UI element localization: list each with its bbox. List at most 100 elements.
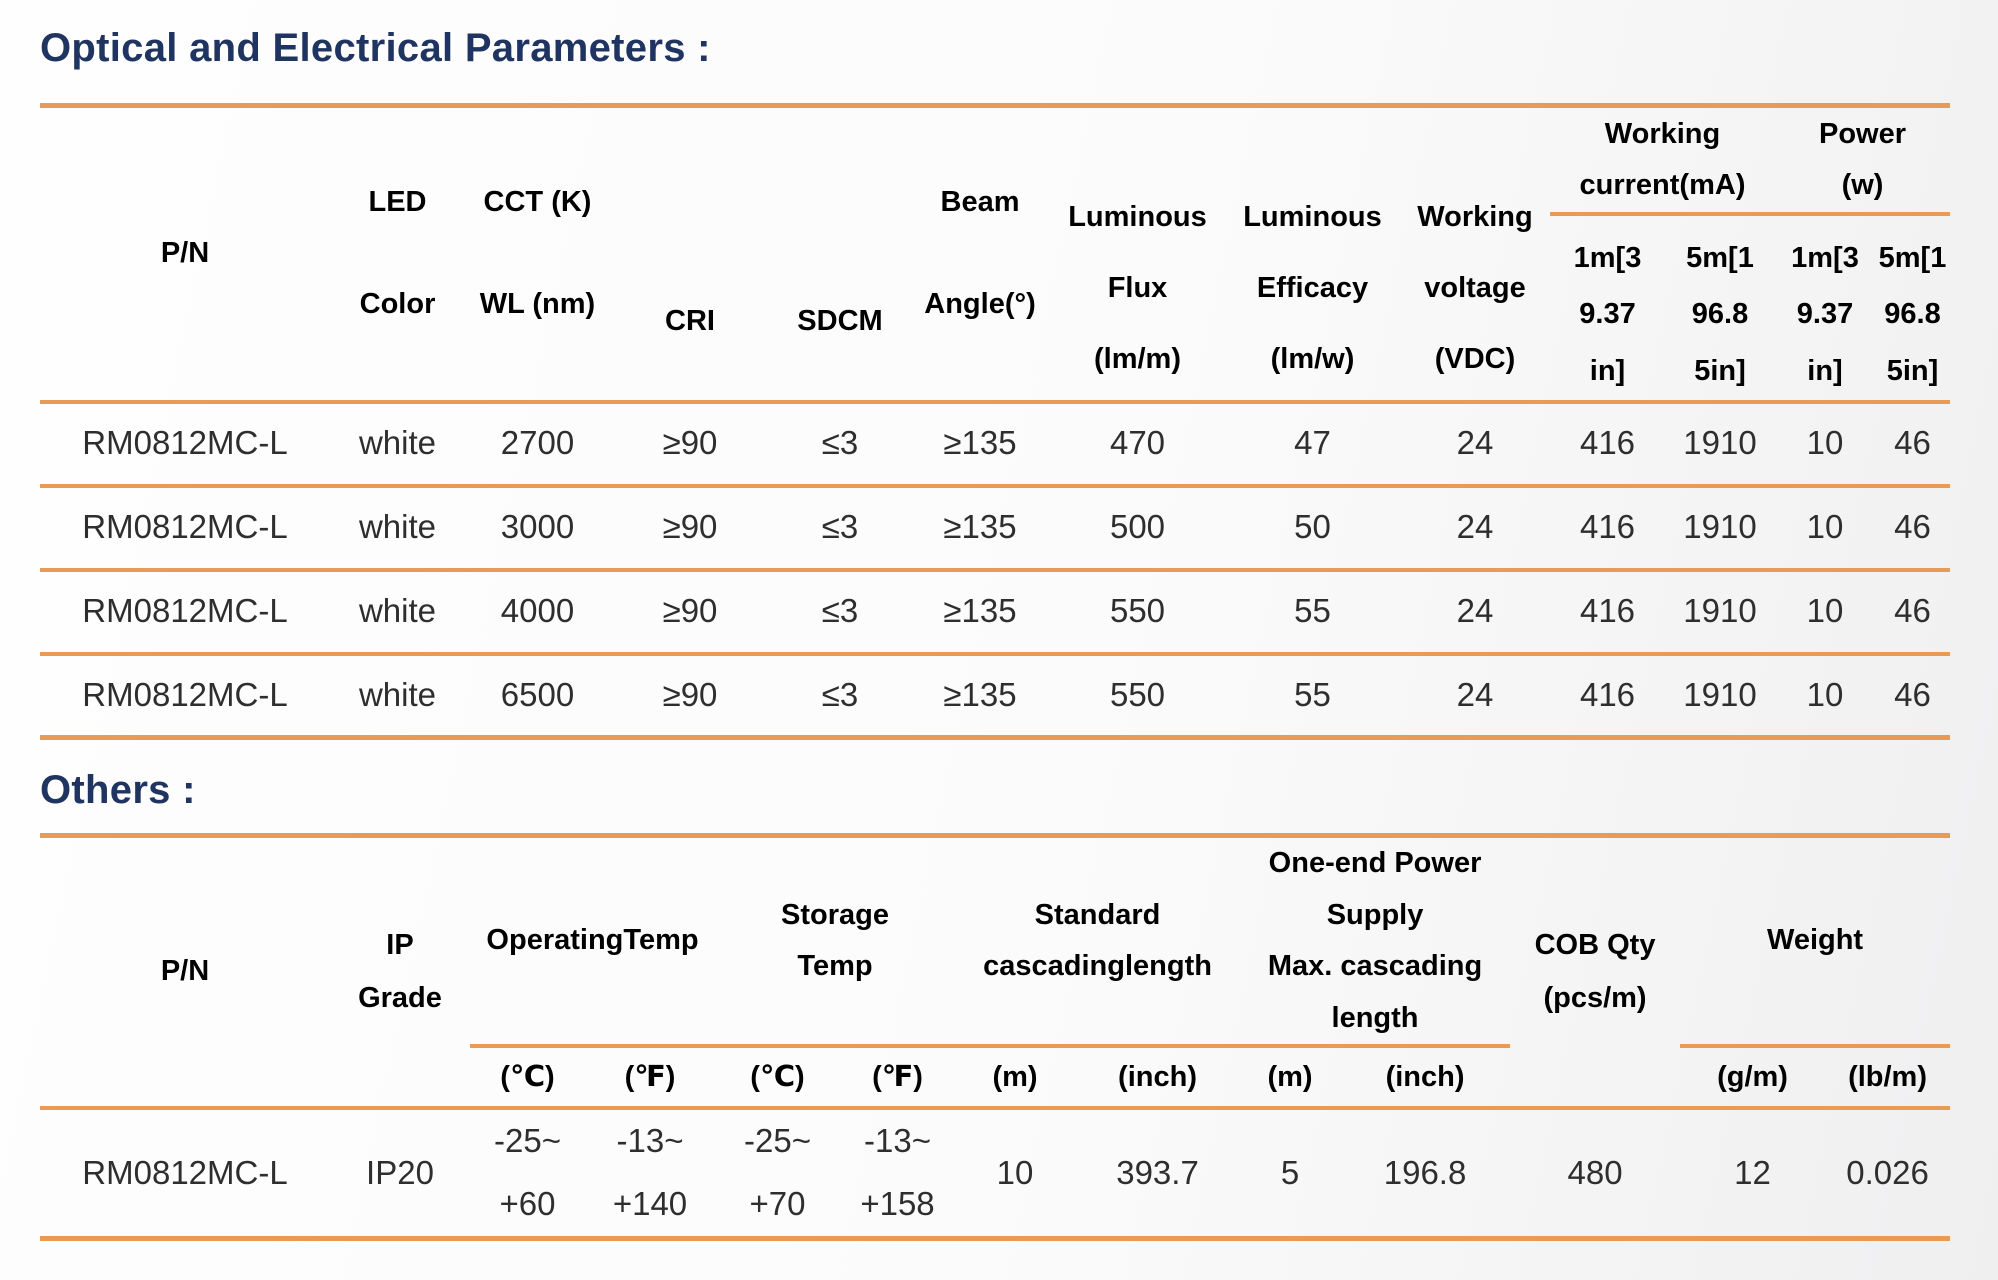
cell-power-5m: 46: [1894, 592, 1931, 630]
cell-beam: ≥135: [943, 675, 1017, 713]
cell-current-1m: 416: [1579, 675, 1636, 713]
cell-flux: 550: [1109, 675, 1166, 713]
cell-standard-m: 10: [996, 1153, 1034, 1191]
table-row: RM0812MC-L white 6500 ≥90 ≤3 ≥135 550 55…: [40, 654, 1950, 738]
cell-flux: 500: [1109, 508, 1166, 546]
col-header-beam-angle: Beam Angle(°): [924, 186, 1036, 320]
col-header-luminous-efficacy: Luminous Efficacy (lm/w): [1243, 201, 1382, 376]
cell-oneend-m: 5: [1280, 1153, 1300, 1191]
col-header-standard-cascading: Standard cascadinglength: [955, 835, 1241, 1049]
cell-pn: RM0812MC-L: [82, 424, 288, 462]
cell-led-color: white: [358, 424, 437, 462]
cell-current-5m: 1910: [1683, 675, 1757, 713]
cell-weight-gm: 12: [1734, 1153, 1771, 1191]
cell-voltage: 24: [1456, 508, 1494, 546]
cell-storage-f: -13~ +158: [860, 1122, 935, 1223]
cell-flux: 470: [1109, 424, 1166, 462]
col-header-cct-wl: CCT (K) WL (nm): [479, 186, 596, 320]
cell-efficacy: 47: [1294, 424, 1331, 462]
cell-current-1m: 416: [1579, 592, 1636, 630]
col-header-weight: Weight: [1680, 835, 1951, 1049]
cell-sdcm: ≤3: [821, 592, 859, 630]
cell-voltage: 24: [1456, 424, 1494, 462]
cell-efficacy: 50: [1294, 508, 1331, 546]
table-row: RM0812MC-L white 4000 ≥90 ≤3 ≥135 550 55…: [40, 570, 1950, 654]
subcol-header-operating-f: (℉): [624, 1061, 676, 1094]
cell-cri: ≥90: [662, 675, 718, 713]
cell-power-1m: 10: [1806, 508, 1844, 546]
subcol-header-current-5m: 5m[1 96.8 5in]: [1686, 241, 1754, 387]
cell-cct: 2700: [500, 424, 575, 462]
cell-cri: ≥90: [662, 508, 718, 546]
subcol-header-oneend-inch: (inch): [1385, 1061, 1465, 1094]
cell-ip-grade: IP20: [366, 1153, 434, 1191]
cell-operating-f: -13~ +140: [612, 1122, 688, 1223]
subcol-header-standard-inch: (inch): [1118, 1061, 1197, 1094]
cell-current-5m: 1910: [1683, 424, 1757, 462]
col-header-operating-temp: OperatingTemp: [470, 835, 715, 1049]
cell-sdcm: ≤3: [821, 508, 859, 546]
section-title-optical: Optical and Electrical Parameters :: [40, 26, 711, 70]
cell-beam: ≥135: [943, 592, 1017, 630]
cell-oneend-inch: 196.8: [1383, 1153, 1467, 1191]
cell-cob-qty: 480: [1567, 1153, 1623, 1191]
col-header-cob-qty: COB Qty (pcs/m): [1534, 928, 1656, 1015]
subcol-header-current-1m: 1m[3 9.37 in]: [1573, 241, 1642, 387]
subcol-header-operating-c: (℃): [500, 1061, 555, 1094]
cell-beam: ≥135: [943, 424, 1017, 462]
section-title-others: Others :: [40, 768, 196, 812]
col-header-one-end-supply: One-end Power Supply Max. cascading leng…: [1240, 835, 1511, 1049]
subcol-header-power-5m: 5m[1 96.8 5in]: [1878, 241, 1947, 387]
cell-flux: 550: [1109, 592, 1166, 630]
col-header-pn: P/N: [160, 237, 210, 270]
cell-power-1m: 10: [1806, 592, 1844, 630]
cell-voltage: 24: [1456, 592, 1494, 630]
cell-beam: ≥135: [943, 508, 1017, 546]
cell-pn: RM0812MC-L: [82, 508, 288, 546]
cell-led-color: white: [358, 675, 437, 713]
col-header-working-current: Working current(mA): [1550, 105, 1775, 216]
cell-voltage: 24: [1456, 675, 1494, 713]
cell-sdcm: ≤3: [821, 675, 859, 713]
table-row: RM0812MC-L white 2700 ≥90 ≤3 ≥135 470 47…: [40, 402, 1950, 486]
cell-cct: 6500: [500, 675, 575, 713]
cell-standard-inch: 393.7: [1116, 1153, 1199, 1191]
col-header-cri: CRI: [665, 304, 715, 337]
col-header-ip-grade: IP Grade: [358, 928, 442, 1015]
subcol-header-oneend-m: (m): [1267, 1061, 1313, 1094]
col-header-storage-temp: Storage Temp: [715, 835, 956, 1049]
subcol-header-weight-gm: (g/m): [1717, 1061, 1788, 1094]
cell-current-5m: 1910: [1683, 592, 1757, 630]
cell-sdcm: ≤3: [821, 424, 859, 462]
cell-power-1m: 10: [1806, 675, 1844, 713]
cell-power-5m: 46: [1894, 508, 1931, 546]
cell-efficacy: 55: [1294, 675, 1331, 713]
table-row: RM0812MC-L white 3000 ≥90 ≤3 ≥135 500 50…: [40, 486, 1950, 570]
cell-operating-c: -25~ +60: [494, 1122, 561, 1223]
cell-cri: ≥90: [662, 592, 718, 630]
col-header-power: Power (w): [1775, 105, 1950, 216]
table-subheader-row: (℃) (℉) (℃) (℉) (m) (inch) (m) (inch) (g…: [40, 1046, 1951, 1109]
col-header-pn: P/N: [160, 955, 210, 988]
cell-cri: ≥90: [662, 424, 718, 462]
cell-current-1m: 416: [1579, 508, 1636, 546]
optical-electrical-table: P/N LED Color CCT (K) WL (nm) CRI SDCM B…: [40, 103, 1950, 740]
subcol-header-standard-m: (m): [992, 1061, 1038, 1094]
table-header-row: P/N IP Grade OperatingTemp Storage Temp …: [40, 835, 1951, 1049]
table-header-row: P/N LED Color CCT (K) WL (nm) CRI SDCM B…: [40, 105, 1950, 375]
col-header-luminous-flux: Luminous Flux (lm/m): [1068, 201, 1207, 376]
subcol-header-storage-f: (℉): [872, 1061, 923, 1094]
cell-power-1m: 10: [1806, 424, 1844, 462]
col-header-led-color: LED Color: [359, 186, 436, 320]
table-row: RM0812MC-L IP20 -25~ +60 -13~ +140 -25~ …: [40, 1108, 1950, 1238]
subcol-header-power-1m: 1m[3 9.37 in]: [1791, 241, 1859, 387]
cell-pn: RM0812MC-L: [82, 592, 288, 630]
cell-led-color: white: [358, 508, 437, 546]
cell-power-5m: 46: [1894, 675, 1931, 713]
subcol-header-weight-lbm: (lb/m): [1848, 1061, 1927, 1094]
cell-pn: RM0812MC-L: [82, 1153, 288, 1191]
cell-weight-lbm: 0.026: [1846, 1153, 1929, 1191]
col-header-sdcm: SDCM: [797, 304, 883, 337]
cell-efficacy: 55: [1294, 592, 1331, 630]
